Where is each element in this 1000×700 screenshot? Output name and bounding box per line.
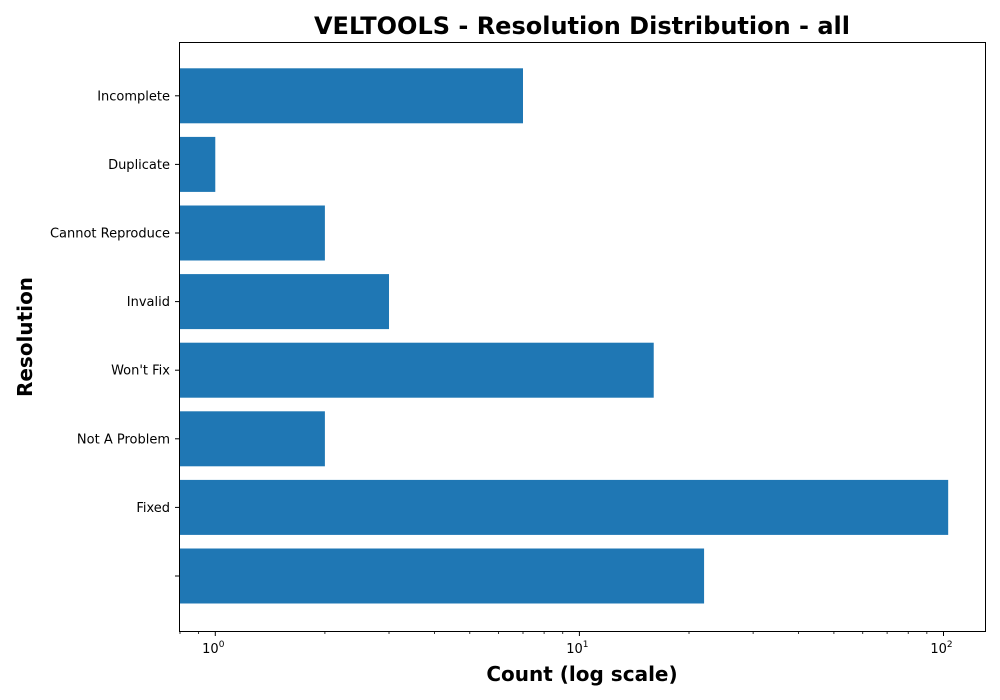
chart-title: VELTOOLS - Resolution Distribution - all (314, 12, 850, 40)
bar-incomplete (180, 68, 523, 124)
y-tick-label-incomplete: Incomplete (97, 89, 170, 104)
y-axis-ticks: Fixed Not A Problem Won't Fix Invalid Cannot… (50, 89, 180, 577)
bar-won-t-fix (180, 342, 654, 398)
y-tick-label-invalid: Invalid (127, 295, 170, 310)
bar-duplicate (180, 136, 216, 192)
x-axis-ticks: 100 101 102 (179, 631, 953, 657)
y-tick-label-won-t-fix: Won't Fix (111, 364, 170, 379)
plot-frame (179, 42, 986, 632)
x-tick-label-1: 101 (566, 640, 588, 657)
bar-cannot-reproduce (180, 205, 325, 261)
bar-invalid (180, 274, 390, 330)
bar-not-a-problem (180, 411, 325, 467)
y-tick-label-duplicate: Duplicate (108, 158, 170, 173)
y-tick-label-not-a-problem: Not A Problem (77, 432, 170, 447)
bar-fixed (180, 479, 949, 535)
y-tick-label-cannot-reproduce: Cannot Reproduce (50, 227, 170, 242)
x-axis-title: Count (log scale) (486, 662, 677, 686)
y-tick-label-fixed: Fixed (136, 501, 170, 516)
x-tick-label-0: 100 (202, 640, 225, 657)
bar-unlabeled (180, 548, 705, 604)
x-tick-label-2: 102 (930, 640, 952, 657)
bars-group (180, 68, 949, 604)
y-axis-title: Resolution (13, 277, 37, 397)
